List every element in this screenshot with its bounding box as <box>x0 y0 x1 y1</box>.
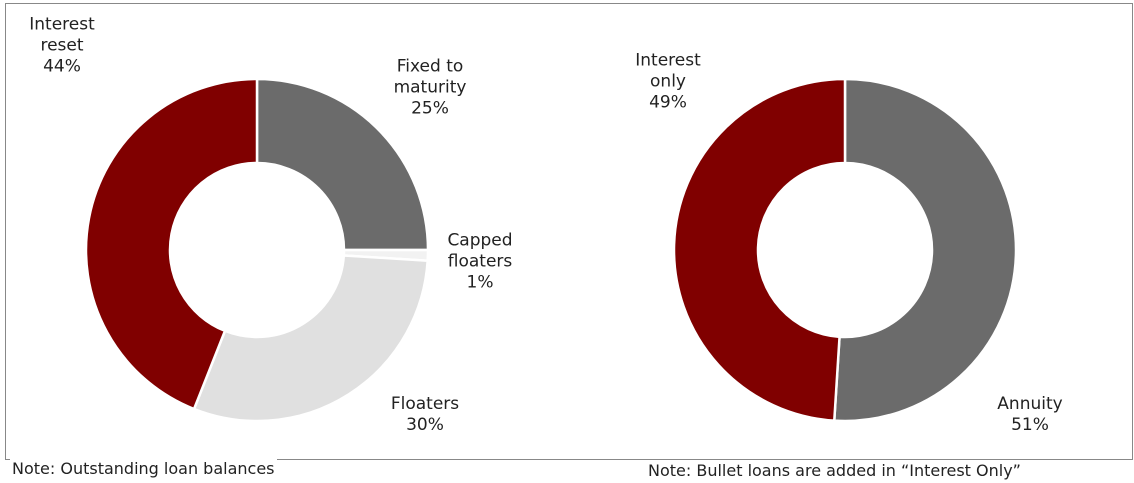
category-label: Floaters <box>390 394 460 414</box>
value-label: 1% <box>466 272 494 293</box>
note: Note: Outstanding loan balances <box>10 459 277 478</box>
value-label: 30% <box>406 415 444 435</box>
slice-label: Interest only 49% <box>616 51 720 114</box>
slice <box>192 254 429 423</box>
value-label: 44% <box>43 56 81 77</box>
slice <box>832 77 1018 423</box>
category-label: Capped floaters <box>447 230 513 272</box>
value-label: 25% <box>411 98 449 119</box>
value-label: 51% <box>1011 415 1049 435</box>
slice-label: Floaters 30% <box>373 394 477 436</box>
category-label: Interest reset <box>29 14 95 56</box>
slice <box>255 77 430 252</box>
slice-label: Interest reset 44% <box>10 15 114 78</box>
slice-label: Fixed to maturity 25% <box>378 57 482 120</box>
slice <box>84 77 259 411</box>
category-label: Interest only <box>635 50 701 92</box>
slice-label: Annuity 51% <box>978 394 1082 436</box>
note: Note: Bullet loans are added in “Interes… <box>646 461 1023 480</box>
slice-label: Capped floaters 1% <box>428 231 532 294</box>
value-label: 49% <box>649 92 687 113</box>
category-label: Fixed to maturity <box>393 56 467 98</box>
frame <box>5 3 1133 460</box>
slice <box>672 77 847 422</box>
category-label: Annuity <box>997 394 1063 414</box>
